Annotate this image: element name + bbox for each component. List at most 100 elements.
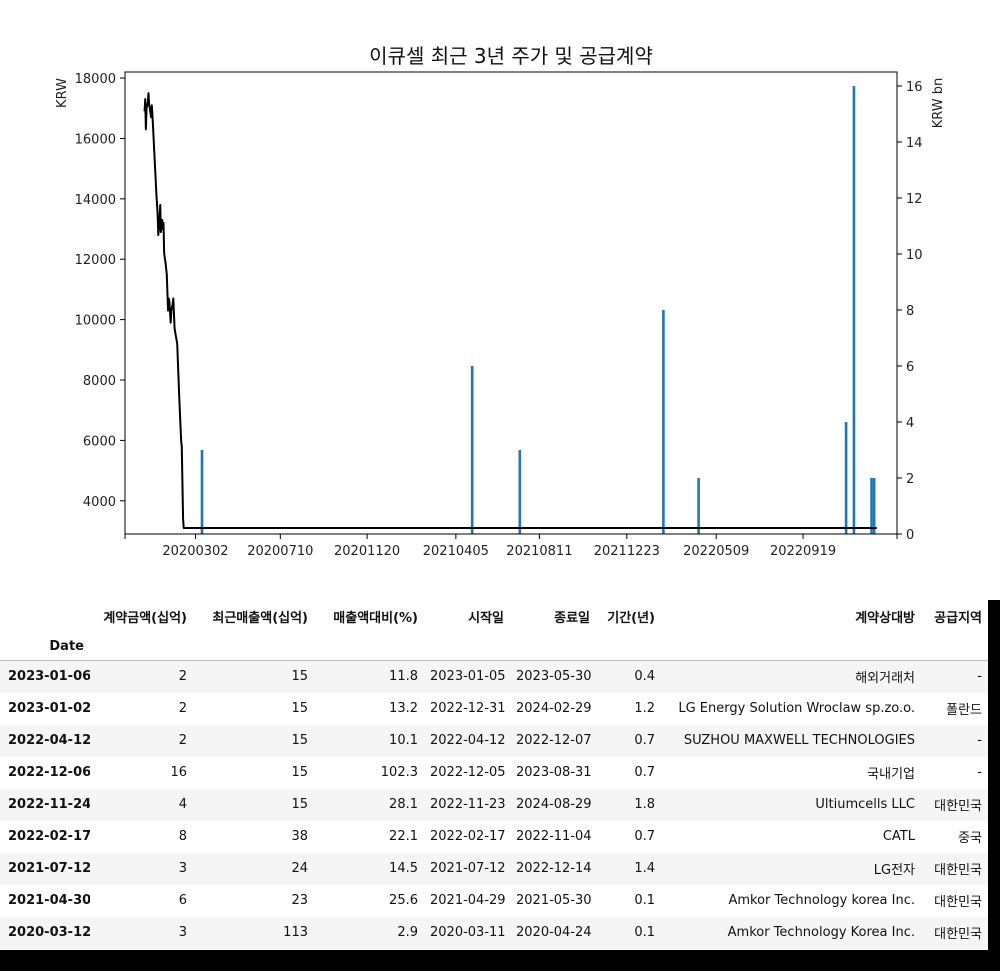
table-cell: 1.2 [634,701,655,716]
x-tick-label: 20210811 [506,544,572,559]
table-row[interactable]: 2022-02-17 8 38 22.1 2022-02-17 2022-11-04 0.7… [0,821,988,853]
table-row[interactable]: 2020-03-12 3 113 2.9 2020-03-11 2020-04-24 0.1… [0,916,988,949]
table-cell: 0.1 [634,893,655,908]
table-cell: 2020-03-11 [430,925,506,940]
table-row[interactable]: 2022-12-06 16 15 102.3 2022-12-05 2023-08-31 0… [0,757,988,789]
table-cell: 0.7 [634,733,655,748]
table-cell: - [977,765,982,780]
table-cell: 2021-04-29 [430,893,506,908]
y-tick-label-left: 12000 [75,253,116,268]
contract-bar [697,478,700,534]
y-tick-label-right: 4 [906,416,914,431]
plot-frame [124,71,898,535]
table-cell: 2021-05-30 [516,893,592,908]
y-tick-label-right: 16 [906,80,923,95]
table-cell: 22.1 [389,829,418,844]
column-header[interactable]: 기간(년) [607,610,655,626]
table-cell: SUZHOU MAXWELL TECHNOLOGIES [683,733,915,748]
table-cell: 15 [291,669,308,685]
table-cell: 2022-02-17 [430,829,506,844]
table-cell: Amkor Technology Korea Inc. [727,925,915,940]
table-cell: 2 [178,669,187,685]
y-tick-label-left: 6000 [83,434,116,449]
row-date: 2023-01-06 [8,669,90,685]
table-cell: 대한민국 [934,799,982,814]
table-cell: 113 [283,925,308,940]
table-cell: 0.1 [634,925,655,940]
table-cell: 10.1 [389,733,418,748]
y-tick-label-left: 14000 [75,193,116,208]
table-cell: CATL [882,829,915,844]
contract-bar [200,450,204,534]
column-header[interactable]: 계약상대방 [855,610,915,626]
table-row[interactable]: 2022-11-24 4 15 28.1 2022-11-23 2024-08-29 1.8… [0,788,988,821]
table-cell: 국내기업 [867,767,915,782]
contract-bar [870,478,873,534]
stock-contract-chart: 이큐셀 최근 3년 주가 및 공급계약 KRW KRW bn 4000 6000 8000… [55,44,946,559]
row-date: 2021-04-30 [8,893,90,908]
y-tick-label-left: 18000 [75,72,116,87]
contract-bar [844,422,848,534]
row-date: 2021-07-12 [8,861,90,876]
table-row[interactable]: 2021-04-30 6 23 25.6 2021-04-29 2021-05-30 0.1… [0,885,988,917]
chart-canvas: 이큐셀 최근 3년 주가 및 공급계약 KRW KRW bn 4000 6000 8000… [55,44,946,559]
table-cell: 2 [178,733,187,748]
table-cell: 2022-12-31 [430,701,506,716]
column-header[interactable]: 매출액대비(%) [333,610,418,626]
table-cell: 2022-12-07 [516,733,592,748]
header-blank [0,600,90,632]
x-tick-label: 20200710 [247,544,313,559]
table-cell: 대한민국 [934,895,982,910]
table-cell: 2021-07-12 [430,861,506,876]
table-cell: 2022-12-05 [430,765,506,780]
row-date: 2022-02-17 [8,829,90,844]
table-cell: Amkor Technology korea Inc. [728,893,915,908]
column-header[interactable]: 최근매출액(십억) [212,610,308,626]
table-body: 2023-01-06 2 15 11.8 2023-01-05 2023-05-30 0.4… [0,660,988,949]
table-cell: 2023-08-31 [516,765,592,780]
table-cell: 폴란드 [946,703,982,718]
table-row[interactable]: 2022-04-12 2 15 10.1 2022-04-12 2022-12-07 0.7… [0,724,988,757]
chart-title: 이큐셀 최근 3년 주가 및 공급계약 [369,44,653,68]
table-cell: 2022-11-04 [516,829,592,844]
table-cell: 0.7 [634,829,655,844]
table-cell: 23 [291,893,308,908]
contracts-table-panel: 계약금액(십억) 최근매출액(십억) 매출액대비(%) 시작일 종료일 기간(년… [0,600,988,950]
table-cell: 1.8 [634,797,655,812]
column-header[interactable]: 종료일 [554,610,590,626]
column-header[interactable]: 시작일 [468,610,504,626]
x-tick-label: 20220919 [770,544,836,559]
y-tick-label-left: 16000 [75,132,116,147]
y-tick-label-right: 10 [906,248,923,263]
y-tick-label-left: 10000 [75,314,116,329]
x-tick-label: 20201120 [334,544,400,559]
row-date: 2022-04-12 [8,733,90,748]
column-header[interactable]: 공급지역 [934,610,982,626]
contract-bar [518,450,522,534]
table-row[interactable]: 2023-01-06 2 15 11.8 2023-01-05 2023-05-30 0.4… [0,660,988,693]
y-tick-label-right: 0 [906,528,914,543]
table-cell: 16 [170,765,187,780]
table-cell: 2 [178,701,187,716]
table-cell: 대한민국 [934,863,982,878]
table-cell: 8 [178,829,187,844]
y-axis-label-left: KRW [55,78,70,108]
y-tick-label-right: 8 [906,304,914,319]
index-header: Date [0,632,90,661]
table-cell: 2023-01-05 [430,669,506,685]
table-cell: 2024-02-29 [516,701,592,716]
table-cell: 24 [291,861,308,876]
table-cell: 38 [291,829,308,844]
table-cell: 28.1 [389,797,418,812]
contracts-table-frame: 계약금액(십억) 최근매출액(십억) 매출액대비(%) 시작일 종료일 기간(년… [0,600,1000,971]
table-cell: 2022-12-14 [516,861,592,876]
y-tick-label-right: 12 [906,192,923,207]
row-date: 2022-11-24 [8,797,90,812]
x-tick-label: 20220509 [683,544,749,559]
table-row[interactable]: 2021-07-12 3 24 14.5 2021-07-12 2022-12-14 1.4… [0,852,988,885]
y-tick-label-left: 4000 [83,495,116,510]
table-row[interactable]: 2023-01-02 2 15 13.2 2022-12-31 2024-02-29 1.2… [0,693,988,725]
column-header[interactable]: 계약금액(십억) [103,610,187,626]
table-cell: 1.4 [634,861,655,876]
index-header-row: Date [0,632,988,661]
